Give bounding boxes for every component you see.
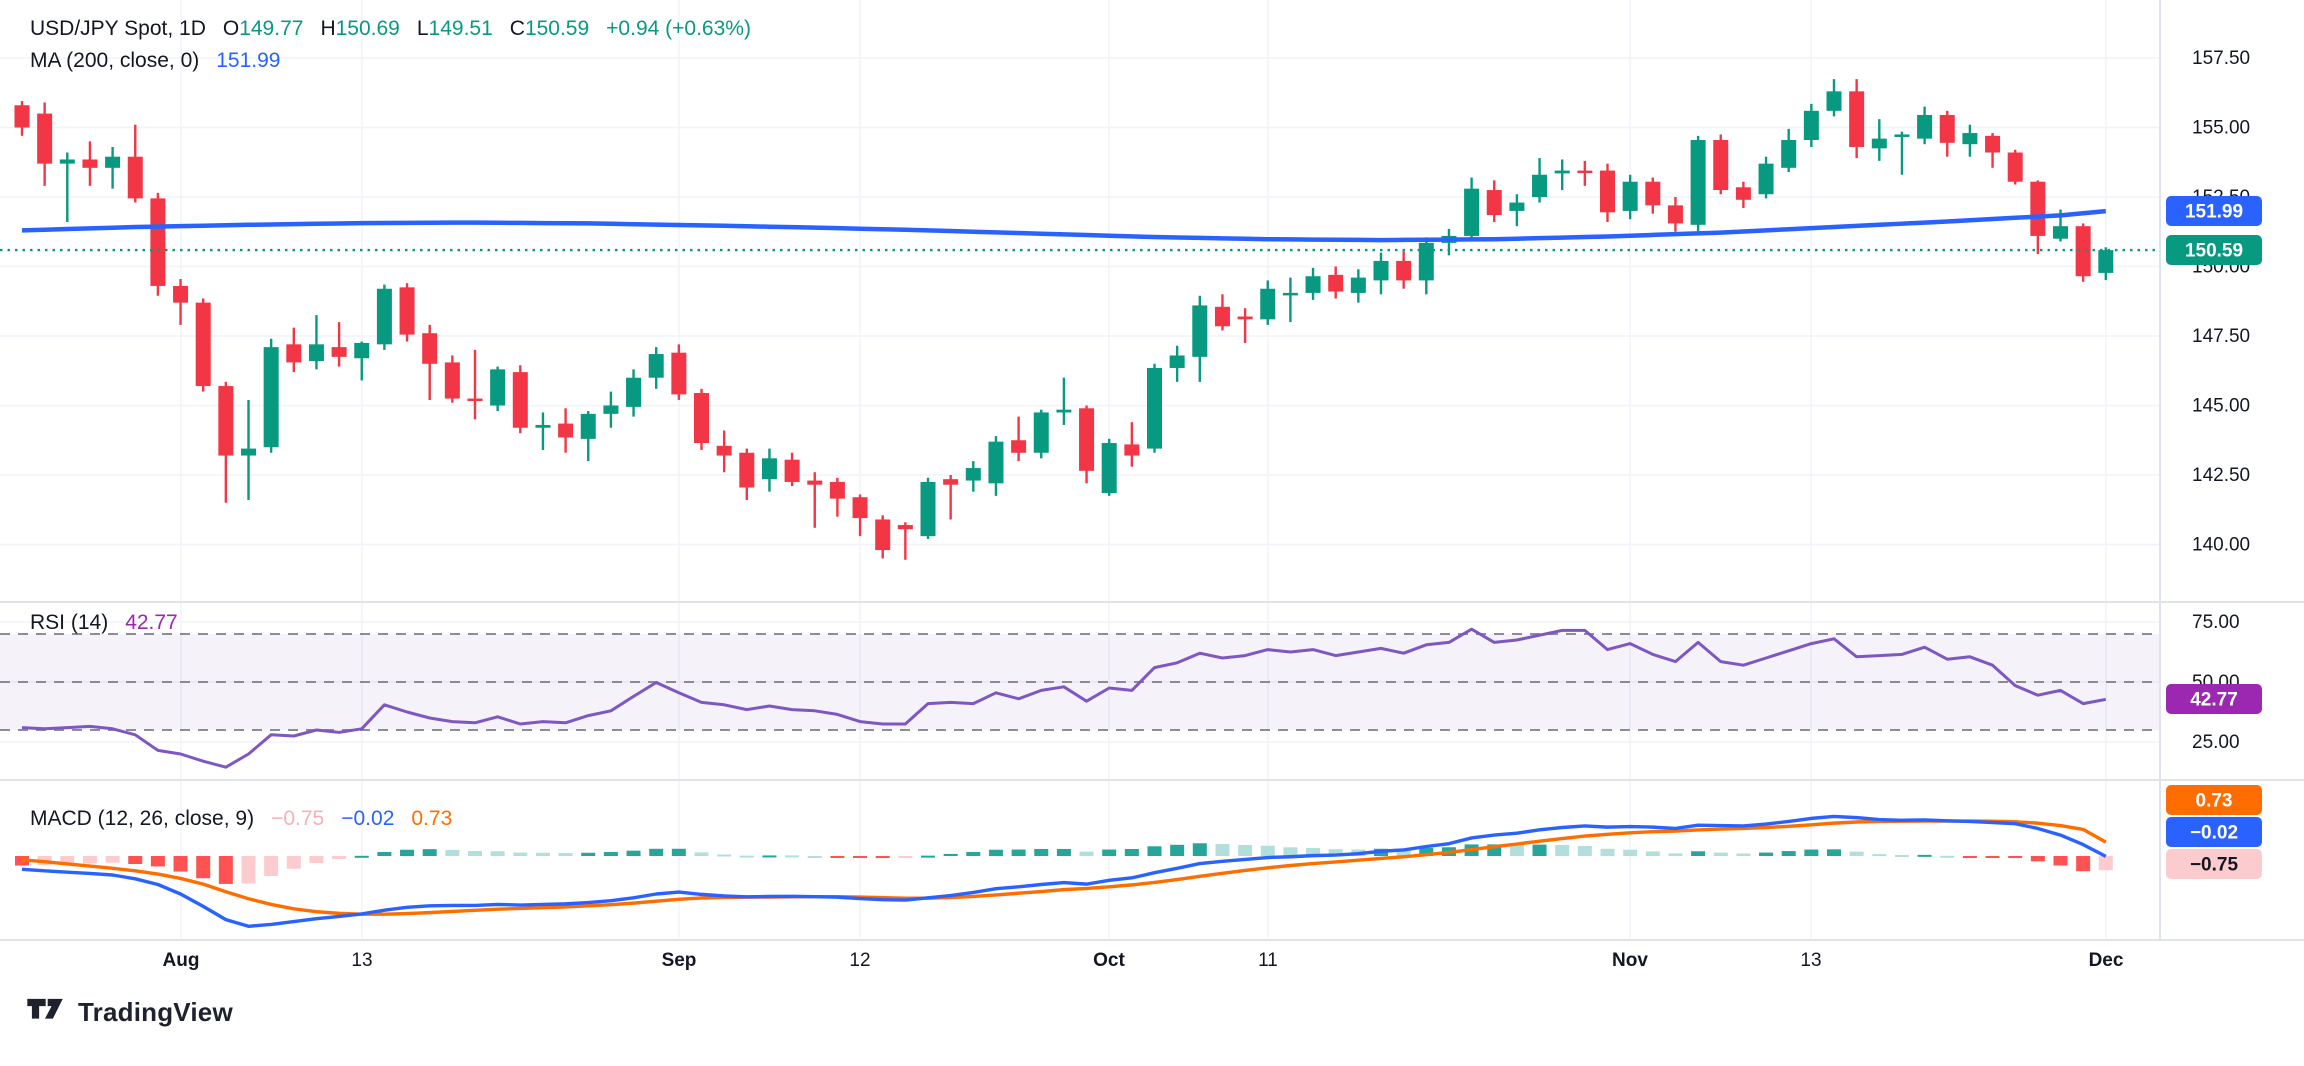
svg-text:75.00: 75.00 xyxy=(2192,612,2240,633)
svg-text:Aug: Aug xyxy=(163,950,200,971)
axis-badge: −0.75 xyxy=(2166,849,2262,879)
symbol-legend[interactable]: USD/JPY Spot, 1D O 149.77 H 150.69 L 149.51… xyxy=(30,18,751,39)
svg-text:−0.75: −0.75 xyxy=(2190,855,2239,876)
tradingview-logo-link[interactable]: TradingView xyxy=(26,996,233,1028)
macd-title[interactable]: MACD (12, 26, close, 9) xyxy=(30,807,255,830)
rsi-band xyxy=(0,633,2160,731)
svg-text:157.50: 157.50 xyxy=(2192,48,2250,69)
axis-badge: 42.77 xyxy=(2166,684,2262,714)
svg-text:25.00: 25.00 xyxy=(2192,732,2240,753)
svg-text:147.50: 147.50 xyxy=(2192,326,2250,347)
tradingview-logo-text: TradingView xyxy=(78,996,233,1027)
ohlc-close: C 150.59 xyxy=(509,17,590,40)
ohlc-high: H 150.69 xyxy=(320,17,400,40)
svg-text:151.99: 151.99 xyxy=(2185,202,2243,223)
svg-text:13: 13 xyxy=(1800,950,1821,971)
price-axis[interactable]: 157.50155.00152.50150.00147.50145.00142.… xyxy=(2192,48,2250,753)
svg-text:Sep: Sep xyxy=(662,950,697,971)
candles-layer[interactable] xyxy=(14,79,2114,560)
macd-line-value: −0.02 xyxy=(341,807,395,830)
tradingview-logo-icon xyxy=(27,998,63,1019)
axis-badge: 150.59 xyxy=(2166,235,2262,265)
symbol-title[interactable]: USD/JPY Spot, 1D xyxy=(30,17,206,40)
ma200-line xyxy=(21,208,2107,243)
ohlc-open: O 149.77 xyxy=(222,17,304,40)
pane-separators xyxy=(0,0,2304,941)
svg-text:Oct: Oct xyxy=(1093,950,1125,971)
daily-change: +0.94 (+0.63%) xyxy=(606,17,751,40)
time-axis[interactable]: Aug 13 Sep 12 Oct 11 Nov 13 Dec xyxy=(163,950,2124,971)
svg-text:12: 12 xyxy=(849,950,870,971)
rsi-legend[interactable]: RSI (14) 42.77 xyxy=(30,612,178,633)
ohlc-low: L 149.51 xyxy=(416,17,493,40)
macd-hist-value: −0.75 xyxy=(271,807,325,830)
svg-text:140.00: 140.00 xyxy=(2192,535,2250,556)
rsi-title[interactable]: RSI (14) xyxy=(30,611,109,634)
svg-text:150.59: 150.59 xyxy=(2185,241,2243,262)
grid-layer xyxy=(0,0,2160,938)
rsi-value: 42.77 xyxy=(125,611,178,634)
svg-text:145.00: 145.00 xyxy=(2192,396,2250,417)
ma-legend[interactable]: MA (200, close, 0) 151.99 xyxy=(30,50,280,71)
svg-text:Nov: Nov xyxy=(1612,950,1648,971)
rsi-line xyxy=(21,627,2107,769)
axis-value-badges: 151.99 150.59 42.77 0.73 −0.02 −0.75 xyxy=(2166,196,2262,879)
macd-signal-value: 0.73 xyxy=(411,807,453,830)
axis-badge: 0.73 xyxy=(2166,785,2262,815)
svg-text:142.50: 142.50 xyxy=(2192,465,2250,486)
axis-badge: 151.99 xyxy=(2166,196,2262,226)
ma-title[interactable]: MA (200, close, 0) xyxy=(30,49,200,72)
svg-text:11: 11 xyxy=(1258,950,1278,971)
svg-text:−0.02: −0.02 xyxy=(2190,823,2238,844)
svg-text:155.00: 155.00 xyxy=(2192,118,2250,139)
axis-badge: −0.02 xyxy=(2166,817,2262,847)
ma-value: 151.99 xyxy=(216,49,281,72)
svg-text:42.77: 42.77 xyxy=(2190,690,2238,711)
svg-text:13: 13 xyxy=(351,950,372,971)
svg-text:0.73: 0.73 xyxy=(2196,791,2233,812)
macd-indicator xyxy=(15,814,2113,928)
macd-legend[interactable]: MACD (12, 26, close, 9) −0.75 −0.02 0.73 xyxy=(30,808,452,829)
svg-text:Dec: Dec xyxy=(2089,950,2124,971)
